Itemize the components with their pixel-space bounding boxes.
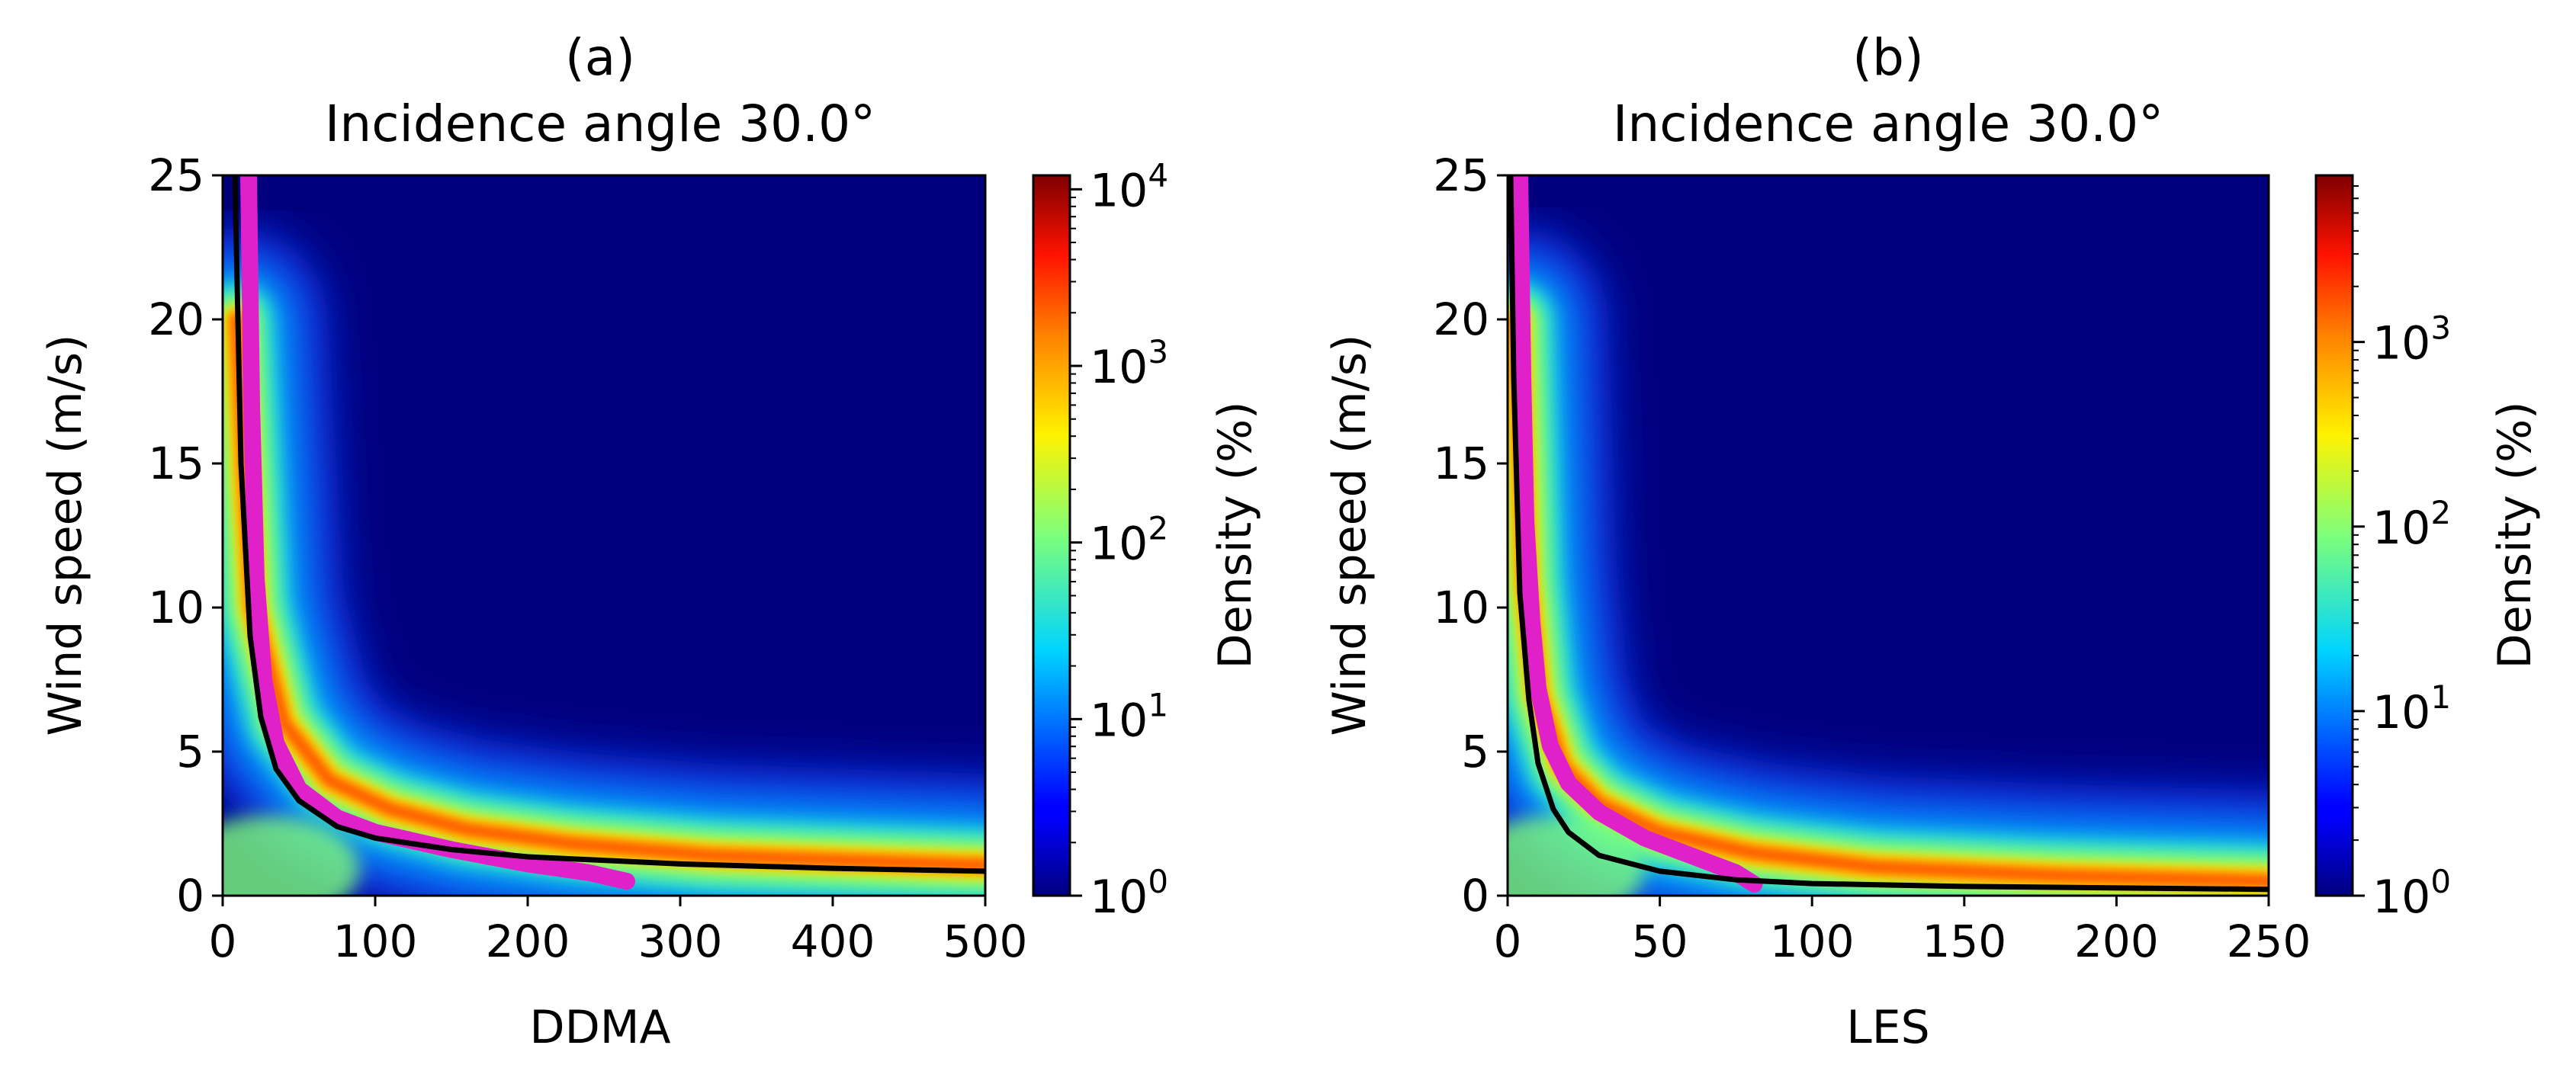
panel-a-colorbar-tick-label: 100 (1090, 863, 1168, 924)
panel-b-colorbar-tick-label: 103 (2372, 309, 2451, 370)
panel-b-xtick-label: 100 (1770, 915, 1855, 967)
panel-a-ytick-label: 5 (176, 726, 204, 778)
panel-b-magenta-curve (1511, 175, 1763, 893)
panel-a-ytick-label: 20 (148, 293, 204, 345)
panel-b-plot-frame (1506, 174, 2270, 897)
panel-a: (a) Incidence angle 30.0° 0 100 200 300 400 5… (39, 28, 1262, 1054)
panel-b-ytick-label: 10 (1433, 582, 1489, 633)
panel-a-ytick-label: 25 (148, 149, 204, 201)
panel-b-black-curve (1508, 175, 2269, 893)
panel-a-title: Incidence angle 30.0° (325, 95, 875, 153)
panel-b: (b) Incidence angle 30.0° 0 50 100 150 200 25… (1323, 28, 2542, 1054)
panel-a-xtick-label: 200 (486, 915, 570, 967)
panel-b-colorbar (2314, 174, 2354, 897)
panel-b-xtick-label: 200 (2074, 915, 2159, 967)
panel-a-density-blob (223, 816, 360, 896)
panel-a-xtick-label: 100 (333, 915, 418, 967)
panel-a-ytick-label: 0 (176, 870, 204, 922)
panel-a-xlabel: DDMA (529, 1001, 670, 1054)
panel-b-xtick-label: 250 (2227, 915, 2311, 967)
panel-a-colorbar (1032, 174, 1071, 897)
panel-a-axis-ticks: 0 100 200 300 400 500 0 5 10 15 20 25 (148, 149, 1027, 967)
panel-a-density-field (223, 228, 985, 896)
panel-a-colorbar-ticks: 100 101 102 103 104 (1070, 156, 1168, 924)
panel-a-colorbar-tick-label: 104 (1090, 156, 1168, 217)
panel-b-xlabel: LES (1846, 1001, 1929, 1054)
panel-b-ytick-label: 0 (1461, 870, 1489, 922)
panel-b-colorbar-tick-label: 102 (2372, 494, 2451, 555)
panel-b-label: (b) (1852, 28, 1923, 87)
panel-a-colorbar-tick-label: 101 (1090, 686, 1168, 747)
panel-a-ytick-label: 15 (148, 438, 204, 489)
panel-b-xtick-label: 50 (1632, 915, 1688, 967)
panel-b-ylabel: Wind speed (m/s) (1323, 335, 1376, 736)
panel-a-xtick-label: 300 (638, 915, 723, 967)
panel-b-axis-ticks: 0 50 100 150 200 250 0 5 10 15 20 25 (1433, 149, 2311, 967)
panel-a-colorbar-label: Density (%) (1209, 401, 1262, 669)
panel-a-density-layer (230, 313, 985, 873)
panel-b-title: Incidence angle 30.0° (1613, 95, 2163, 153)
panel-b-colorbar-label: Density (%) (2488, 401, 2542, 669)
panel-a-xtick-label: 0 (209, 915, 237, 967)
panel-a-xtick-label: 500 (943, 915, 1028, 967)
panel-b-ytick-label: 20 (1433, 293, 1489, 345)
panel-b-colorbar-tick-label: 101 (2372, 678, 2451, 739)
panel-b-colorbar-ticks: 100 101 102 103 (2353, 185, 2451, 924)
panel-b-xtick-label: 150 (1922, 915, 2006, 967)
panel-a-magenta-curve (240, 175, 635, 890)
panel-b-ytick-label: 15 (1433, 438, 1489, 489)
panel-b-ytick-label: 5 (1461, 726, 1489, 778)
panel-a-ylabel: Wind speed (m/s) (39, 335, 92, 736)
panel-a-plot-frame (221, 174, 987, 897)
panel-a-label: (a) (565, 28, 635, 87)
panel-b-density-blob (1508, 816, 1645, 896)
panel-a-xtick-label: 400 (791, 915, 875, 967)
panel-b-colorbar-tick-label: 100 (2372, 863, 2451, 924)
panel-a-colorbar-tick-label: 102 (1090, 510, 1168, 571)
panel-a-colorbar-tick-label: 103 (1090, 333, 1168, 394)
panel-a-black-curve (232, 175, 985, 874)
panel-a-ytick-label: 10 (148, 582, 204, 633)
panel-b-xtick-label: 0 (1494, 915, 1522, 967)
panel-b-ytick-label: 25 (1433, 149, 1489, 201)
